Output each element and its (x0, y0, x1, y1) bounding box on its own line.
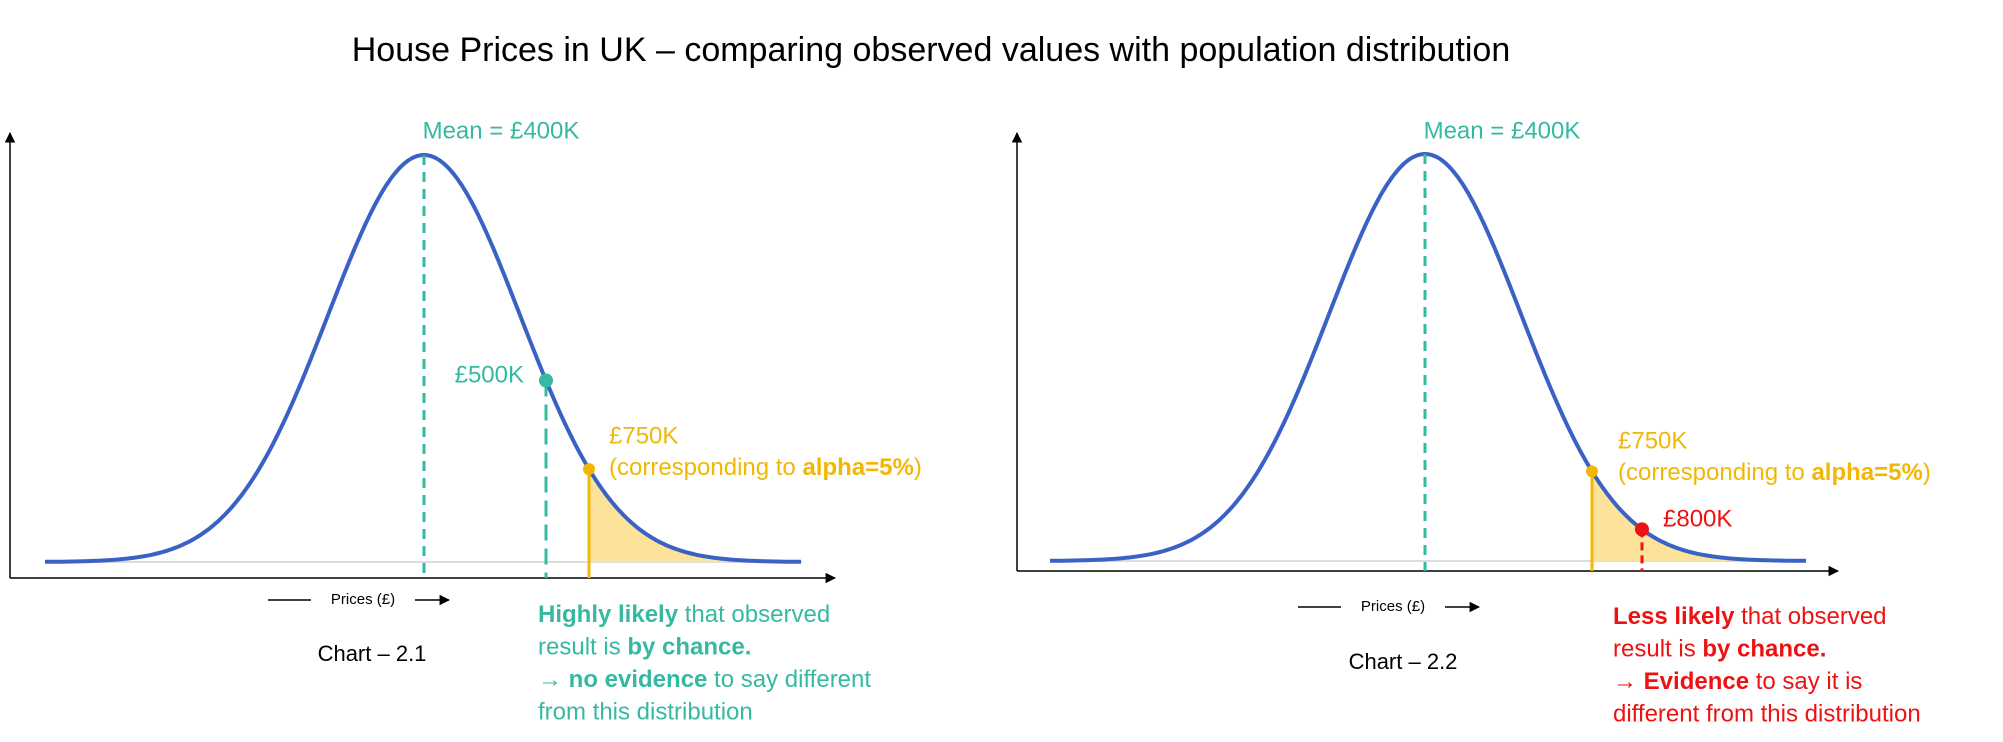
critical-label: £750K (1618, 427, 1687, 454)
note-segment: ) (1923, 459, 1931, 486)
conclusion-segment: Evidence (1644, 668, 1749, 695)
conclusion-segment: to say different (707, 666, 871, 693)
conclusion-line: different from this distribution (1613, 701, 1921, 728)
critical-point (583, 463, 595, 476)
conclusion-segment: result is (538, 634, 627, 661)
observed-point (539, 373, 553, 388)
conclusion-segment: no evidence (569, 666, 708, 693)
tail-area (589, 469, 772, 562)
note-segment: alpha=5% (1811, 459, 1922, 486)
mean-label: Mean = £400K (1424, 117, 1581, 144)
note-segment: (corresponding to (609, 454, 802, 481)
caption: Chart – 2.1 (318, 641, 427, 666)
conclusion-segment: → (1613, 668, 1644, 695)
critical-note: (corresponding to alpha=5%) (1618, 459, 1931, 486)
conclusion-segment: by chance. (1702, 636, 1826, 663)
conclusion-segment: that observed (678, 601, 830, 628)
conclusion-line: Less likely that observed (1613, 603, 1887, 630)
mean-label: Mean = £400K (423, 117, 580, 144)
note-segment: alpha=5% (802, 454, 913, 481)
conclusion-line: result is by chance. (1613, 636, 1826, 663)
conclusion-segment: by chance. (627, 634, 751, 661)
title: House Prices in UK – comparing observed … (352, 31, 1511, 69)
conclusion-segment: that observed (1734, 603, 1886, 630)
conclusion-line: → Evidence to say it is (1613, 668, 1862, 695)
observed-label: £500K (455, 361, 524, 388)
conclusion-segment: different from this distribution (1613, 701, 1921, 728)
critical-point (1586, 465, 1598, 478)
distribution-curve (1050, 152, 1806, 563)
axis-label: Prices (£) (331, 591, 395, 608)
conclusion-line: → no evidence to say different (538, 666, 871, 693)
conclusion-line: Highly likely that observed (538, 601, 830, 628)
critical-label: £750K (609, 422, 678, 449)
conclusion-segment: from this distribution (538, 699, 753, 726)
conclusion-segment: result is (1613, 636, 1702, 663)
conclusion-segment: Highly likely (538, 601, 679, 628)
caption: Chart – 2.2 (1349, 649, 1458, 674)
note-segment: ) (914, 454, 922, 481)
conclusion-line: result is by chance. (538, 634, 751, 661)
observed-label: £800K (1663, 505, 1732, 532)
conclusion-segment: Less likely (1613, 603, 1735, 630)
observed-point (1635, 522, 1649, 537)
tail-area (1592, 471, 1776, 561)
note-segment: (corresponding to (1618, 459, 1811, 486)
conclusion-line: from this distribution (538, 699, 753, 726)
conclusion-segment: to say it is (1749, 668, 1862, 695)
axis-label: Prices (£) (1361, 598, 1425, 615)
critical-note: (corresponding to alpha=5%) (609, 454, 922, 481)
conclusion-segment: → (538, 666, 569, 693)
